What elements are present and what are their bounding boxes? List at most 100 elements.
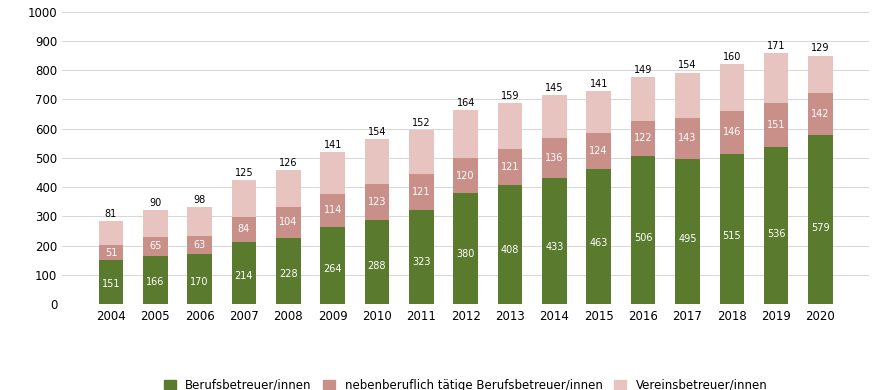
Bar	[763, 103, 788, 147]
Bar	[364, 220, 389, 304]
Bar	[719, 64, 743, 111]
Text: 515: 515	[721, 231, 740, 241]
Bar	[807, 135, 832, 304]
Text: 323: 323	[412, 257, 430, 267]
Text: 154: 154	[678, 60, 696, 70]
Text: 129: 129	[810, 43, 828, 53]
Text: 579: 579	[810, 223, 828, 233]
Text: 154: 154	[368, 127, 385, 136]
Bar	[408, 210, 433, 304]
Bar	[276, 170, 300, 207]
Bar	[98, 222, 123, 245]
Bar	[98, 260, 123, 304]
Bar	[674, 118, 699, 160]
Bar	[630, 156, 655, 304]
Bar	[541, 138, 566, 177]
Bar	[541, 96, 566, 138]
Bar	[807, 55, 832, 93]
Bar	[231, 242, 256, 304]
Bar	[453, 110, 478, 158]
Text: 120: 120	[456, 170, 474, 181]
Text: 125: 125	[235, 168, 253, 178]
Text: 122: 122	[633, 133, 651, 144]
Text: 104: 104	[279, 217, 297, 227]
Bar	[630, 77, 655, 121]
Text: 81: 81	[105, 209, 117, 219]
Text: 142: 142	[810, 109, 828, 119]
Bar	[187, 255, 212, 304]
Bar	[231, 217, 256, 242]
Text: 123: 123	[368, 197, 385, 207]
Bar	[719, 111, 743, 154]
Bar	[586, 91, 610, 133]
Legend: Berufsbetreuer/innen, nebenberuflich tätige Berufsbetreuer/innen, Vereinsbetreue: Berufsbetreuer/innen, nebenberuflich tät…	[164, 379, 766, 390]
Text: 170: 170	[190, 277, 209, 287]
Text: 141: 141	[323, 140, 341, 150]
Bar	[497, 149, 522, 185]
Text: 65: 65	[149, 241, 161, 251]
Bar	[763, 147, 788, 304]
Bar	[187, 236, 212, 255]
Bar	[143, 256, 167, 304]
Bar	[807, 93, 832, 135]
Bar	[320, 152, 345, 194]
Bar	[497, 103, 522, 149]
Text: 149: 149	[633, 65, 651, 74]
Bar	[276, 207, 300, 238]
Bar	[364, 184, 389, 220]
Text: 121: 121	[501, 162, 518, 172]
Bar	[674, 73, 699, 118]
Text: 463: 463	[589, 238, 607, 248]
Bar	[364, 139, 389, 184]
Text: 214: 214	[235, 271, 253, 281]
Bar	[497, 185, 522, 304]
Bar	[630, 121, 655, 156]
Text: 151: 151	[766, 121, 784, 130]
Bar	[453, 158, 478, 193]
Bar	[320, 194, 345, 227]
Text: 495: 495	[678, 234, 696, 244]
Bar	[187, 207, 212, 236]
Text: 124: 124	[589, 145, 607, 156]
Text: 380: 380	[456, 249, 474, 259]
Text: 536: 536	[766, 229, 784, 239]
Text: 166: 166	[146, 277, 164, 287]
Text: 126: 126	[279, 158, 297, 168]
Text: 63: 63	[193, 240, 206, 250]
Text: 51: 51	[105, 248, 117, 257]
Text: 90: 90	[149, 198, 161, 208]
Bar	[320, 227, 345, 304]
Text: 288: 288	[368, 261, 385, 271]
Text: 143: 143	[678, 133, 696, 144]
Bar	[453, 193, 478, 304]
Text: 506: 506	[633, 232, 651, 243]
Bar	[276, 238, 300, 304]
Bar	[586, 133, 610, 169]
Text: 228: 228	[279, 269, 298, 279]
Text: 98: 98	[193, 195, 206, 205]
Bar	[408, 130, 433, 174]
Bar	[674, 160, 699, 304]
Text: 145: 145	[545, 83, 563, 93]
Bar	[143, 237, 167, 256]
Text: 164: 164	[456, 98, 474, 108]
Text: 141: 141	[589, 79, 607, 89]
Text: 171: 171	[766, 41, 784, 51]
Text: 84: 84	[237, 224, 250, 234]
Bar	[98, 245, 123, 260]
Text: 146: 146	[722, 127, 740, 137]
Text: 433: 433	[545, 242, 563, 252]
Text: 114: 114	[323, 205, 341, 215]
Text: 151: 151	[102, 279, 120, 289]
Bar	[541, 177, 566, 304]
Text: 136: 136	[545, 152, 563, 163]
Text: 121: 121	[412, 187, 430, 197]
Bar	[143, 210, 167, 237]
Text: 408: 408	[501, 245, 518, 255]
Bar	[586, 169, 610, 304]
Bar	[763, 53, 788, 103]
Text: 159: 159	[501, 90, 518, 101]
Bar	[719, 154, 743, 304]
Text: 160: 160	[722, 52, 740, 62]
Text: 264: 264	[323, 264, 341, 275]
